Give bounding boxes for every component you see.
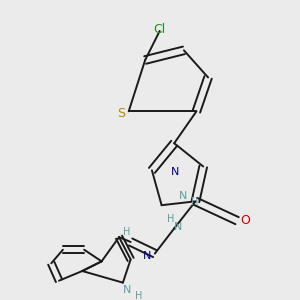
Text: N: N xyxy=(174,223,182,232)
Text: N: N xyxy=(123,285,131,296)
Text: H: H xyxy=(135,291,142,300)
Text: H: H xyxy=(191,197,198,207)
Text: H: H xyxy=(123,227,130,237)
Text: H: H xyxy=(167,214,174,224)
Text: N: N xyxy=(171,167,179,177)
Text: O: O xyxy=(240,214,250,227)
Text: S: S xyxy=(117,107,125,120)
Text: Cl: Cl xyxy=(154,22,166,35)
Text: N: N xyxy=(143,250,151,260)
Text: N: N xyxy=(179,190,187,200)
